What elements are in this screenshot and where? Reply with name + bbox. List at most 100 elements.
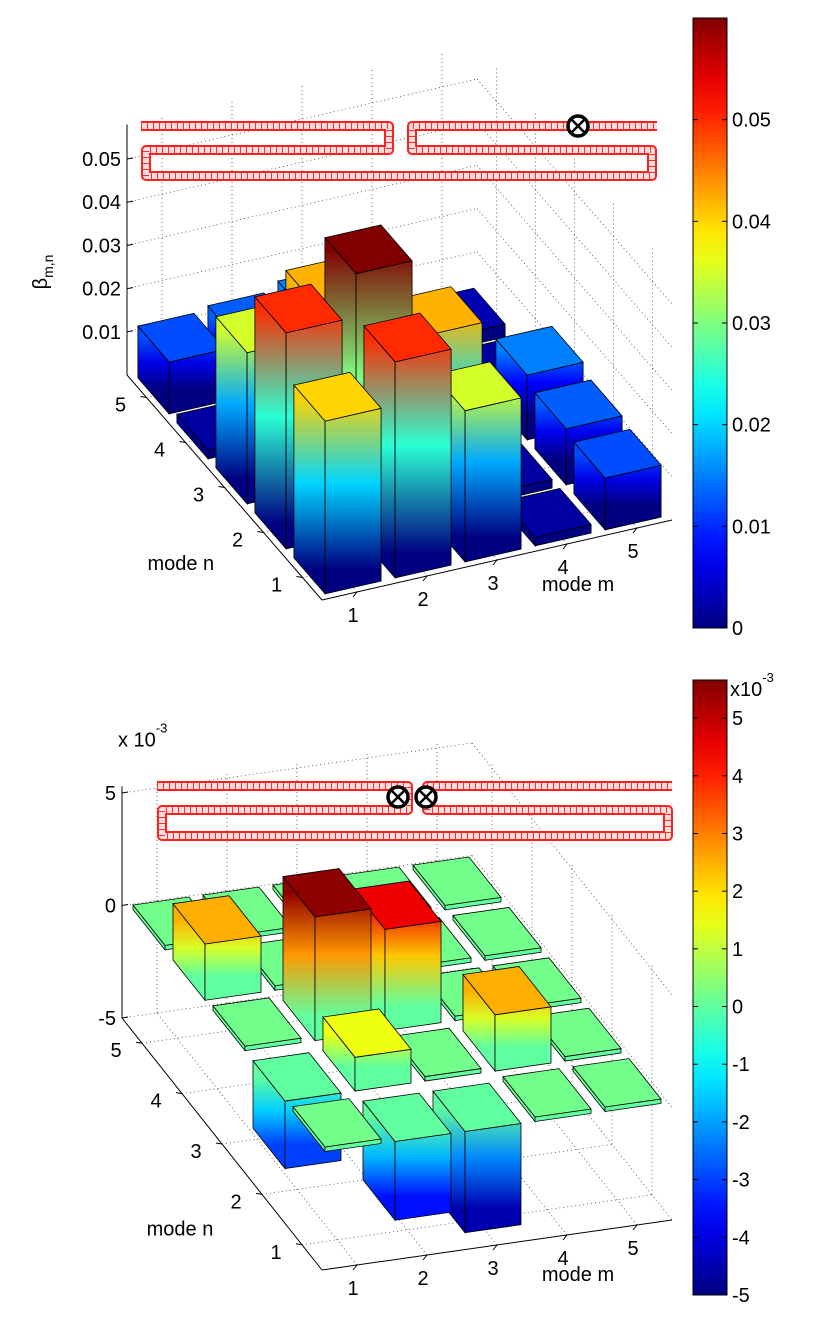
m-tick-label: 5 <box>627 541 638 563</box>
bar <box>172 895 262 1002</box>
grid-line <box>476 78 673 305</box>
z-tick-label: -5 <box>98 1008 116 1030</box>
colorbar-tick-label: 0.05 <box>732 110 771 132</box>
z-tick <box>121 791 129 794</box>
bar <box>573 428 662 531</box>
colorbar-tick-label: 0.03 <box>732 313 771 335</box>
bar-front-face <box>394 348 452 579</box>
colorbar-scale-label: x10-3 <box>730 670 774 701</box>
bar <box>362 1092 452 1222</box>
bar-top-face <box>254 283 343 334</box>
m-tick-label: 4 <box>557 557 568 579</box>
grid-line <box>156 1012 358 1266</box>
z-tick-label: 5 <box>105 783 116 805</box>
z-axis-label: βm,n <box>30 255 56 290</box>
bar-front-face <box>324 407 382 595</box>
bar-top-face <box>534 379 623 430</box>
colorbar-scale-exponent: -3 <box>762 670 774 685</box>
m-tick-label: 1 <box>347 1278 358 1300</box>
m-tick <box>632 527 638 534</box>
z-tick <box>126 157 134 160</box>
grid-line <box>476 165 673 391</box>
colorbar-tick-label: -4 <box>732 1227 750 1249</box>
bar <box>503 488 592 547</box>
bar <box>212 997 302 1052</box>
bar <box>292 1098 382 1153</box>
n-tick-label: 1 <box>271 575 282 597</box>
bar-top-face <box>282 868 372 918</box>
bar-front-face <box>464 1122 522 1234</box>
bar-front-face <box>464 397 522 563</box>
bar-top-face <box>137 312 226 363</box>
n-tick <box>179 441 186 443</box>
n-tick-label: 5 <box>115 395 126 417</box>
grid-line <box>476 208 673 434</box>
bar <box>452 907 542 962</box>
n-tick-label: 3 <box>190 1141 201 1163</box>
bar-top-face <box>322 1008 412 1058</box>
bar-top-face <box>252 1052 342 1102</box>
grid-line <box>476 121 673 348</box>
bar-left-face <box>254 295 287 550</box>
bar-top-face <box>293 371 382 422</box>
m-tick-label: 3 <box>487 1258 498 1280</box>
bar-top-face <box>212 997 302 1047</box>
bar <box>293 371 382 595</box>
z-axis-label-subscript: m,n <box>40 255 56 278</box>
bar-top-face <box>452 907 542 957</box>
n-tick-label: 2 <box>232 530 243 552</box>
m-tick <box>422 1254 428 1261</box>
n-tick <box>215 1142 223 1145</box>
colorbar: -5 -4 -3 -2 -1 0 1 2 3 4 5 x10-3 <box>692 670 774 1307</box>
current-into-page-icon <box>414 785 438 809</box>
bar <box>572 1058 662 1113</box>
m-tick <box>352 591 358 598</box>
bottom-bar3-chart: -5 0 5 1 2 3 4 5 1 2 3 4 5 mode m mode n x 10-3 -5 -4 -3 -2… <box>98 670 774 1307</box>
n-tick <box>296 576 303 578</box>
z-tick <box>121 1016 129 1019</box>
n-tick <box>257 531 264 533</box>
grid-line <box>471 742 673 996</box>
m-tick <box>492 559 498 566</box>
bar-top-face <box>324 224 413 275</box>
bar-front-face <box>204 935 262 1001</box>
m-tick-label: 4 <box>557 1248 568 1270</box>
m-tick-label: 2 <box>417 589 428 611</box>
grid-line <box>121 742 473 794</box>
bar-top-face <box>362 1092 452 1142</box>
grid-line <box>471 855 673 1108</box>
z-tick <box>126 330 134 333</box>
n-tick <box>135 1041 143 1044</box>
m-tick <box>562 1234 568 1241</box>
m-tick <box>562 543 568 550</box>
n-tick-label: 1 <box>270 1242 281 1264</box>
marker-cross <box>391 790 405 804</box>
marker-cross <box>419 790 433 804</box>
current-into-page-icon <box>566 114 590 138</box>
bar-front-face <box>384 920 442 1032</box>
bar-front-face <box>494 1006 552 1072</box>
colorbar-tick-label: 2 <box>732 881 743 903</box>
m-tick-label: 3 <box>487 573 498 595</box>
n-axis-label: mode n <box>147 1219 214 1241</box>
colorbar-tick-label: -2 <box>732 1112 750 1134</box>
bar <box>502 1068 592 1123</box>
coil-fill <box>141 123 657 179</box>
bar <box>462 966 552 1073</box>
m-tick-label: 2 <box>417 1268 428 1290</box>
n-tick-label: 2 <box>230 1191 241 1213</box>
n-tick <box>295 1243 303 1246</box>
n-tick-label: 4 <box>150 1091 161 1113</box>
top-bar3-chart: 0.01 0.02 0.03 0.04 0.05 1 2 3 4 5 1 2 3 4 5 mode m mode… <box>30 17 771 640</box>
colorbar-tick-label: 0.02 <box>732 415 771 437</box>
m-tick <box>632 1224 638 1231</box>
colorbar: 0 0.01 0.02 0.03 0.04 0.05 <box>692 17 771 640</box>
z-tick-label: 0 <box>105 896 116 918</box>
colorbar-tick-label: 1 <box>732 939 743 961</box>
m-axis-label: mode m <box>542 574 614 596</box>
z-tick-label: 0.03 <box>82 235 121 257</box>
m-tick <box>422 575 428 582</box>
bar-top-face <box>573 428 662 479</box>
colorbar-tick-label: 3 <box>732 823 743 845</box>
